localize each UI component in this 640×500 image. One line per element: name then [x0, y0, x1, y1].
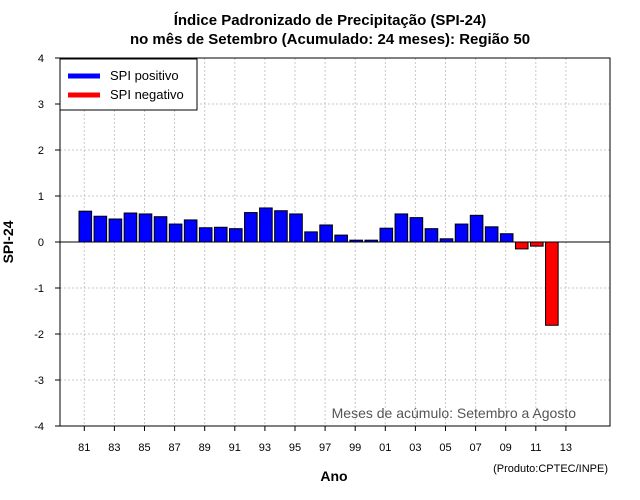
y-tick-label: -1: [34, 283, 44, 295]
bar-1991: [229, 228, 243, 243]
bar-2010: [514, 241, 529, 250]
x-tick-label: 09: [500, 442, 512, 454]
x-tick-label: 07: [469, 442, 481, 454]
x-axis-label: Ano: [320, 468, 347, 484]
y-tick-label: 3: [38, 99, 44, 111]
bar-1985: [138, 213, 153, 243]
x-tick-label: 83: [108, 442, 120, 454]
bar-1984: [123, 212, 138, 243]
bar-1993: [259, 207, 273, 243]
y-tick-label: -3: [34, 375, 44, 387]
legend-box: [59, 58, 198, 111]
bar-1986: [153, 216, 168, 243]
x-tick-label: 13: [560, 442, 572, 454]
x-tick-label: 85: [138, 442, 150, 454]
accumulation-note: Meses de acúmulo: Setembro a Agosto: [332, 405, 577, 421]
bar-2004: [424, 228, 439, 243]
x-tick-label: 95: [289, 442, 301, 454]
x-tick-label: 03: [409, 442, 421, 454]
x-tick-label: 89: [199, 442, 211, 454]
bar-2011: [530, 241, 544, 247]
x-axis: 81 83 85 87 89 91 93 95 97 99 01 03 05 07 09 11 13: [78, 426, 572, 454]
x-tick-label: 87: [168, 442, 180, 454]
bars: [78, 207, 559, 326]
credit: (Produto:CPTEC/INPE): [493, 463, 608, 475]
bar-1995: [289, 213, 303, 243]
bar-2001: [379, 227, 394, 243]
bar-2012: [545, 241, 559, 326]
y-tick-label: 2: [38, 145, 44, 157]
x-tick-label: 97: [319, 442, 331, 454]
chart-title-line1: Índice Padronizado de Precipitação (SPI-…: [174, 12, 487, 29]
bar-2007: [469, 214, 484, 243]
bar-1983: [108, 218, 123, 243]
x-tick-label: 99: [349, 442, 361, 454]
bar-1990: [213, 226, 228, 243]
y-tick-label: 0: [38, 237, 44, 249]
y-axis: -4 -3 -2 -1 0 1 2 3 4: [34, 53, 60, 433]
y-tick-label: 1: [38, 191, 44, 203]
legend: SPI positivo SPI negativo: [59, 58, 198, 111]
bar-1987: [168, 223, 183, 243]
x-tick-label: 11: [530, 442, 541, 454]
y-tick-label: -2: [34, 329, 44, 341]
bar-2008: [484, 226, 499, 243]
bar-1996: [304, 231, 318, 243]
legend-label-negative: SPI negativo: [110, 87, 184, 102]
y-tick-label: 4: [38, 53, 44, 65]
bar-2003: [409, 217, 424, 243]
x-tick-label: 93: [259, 442, 271, 454]
legend-label-positive: SPI positivo: [110, 68, 179, 83]
bar-1982: [93, 215, 108, 243]
bar-2006: [454, 223, 469, 243]
x-tick-label: 91: [229, 442, 241, 454]
bar-1998: [334, 234, 348, 243]
bar-2009: [499, 233, 514, 243]
x-tick-label: 05: [439, 442, 451, 454]
bar-1989: [198, 227, 213, 243]
x-tick-label: 81: [78, 442, 90, 454]
y-axis-label: SPI-24: [0, 220, 16, 263]
y-tick-label: -4: [34, 421, 44, 433]
bar-1997: [319, 224, 333, 243]
chart-title-line2: no mês de Setembro (Acumulado: 24 meses)…: [130, 31, 530, 48]
bar-1994: [274, 210, 288, 243]
bar-1981: [78, 210, 93, 243]
bar-1992: [244, 212, 258, 243]
bar-2002: [394, 213, 409, 243]
x-tick-label: 01: [379, 442, 391, 454]
bar-1988: [183, 219, 198, 243]
